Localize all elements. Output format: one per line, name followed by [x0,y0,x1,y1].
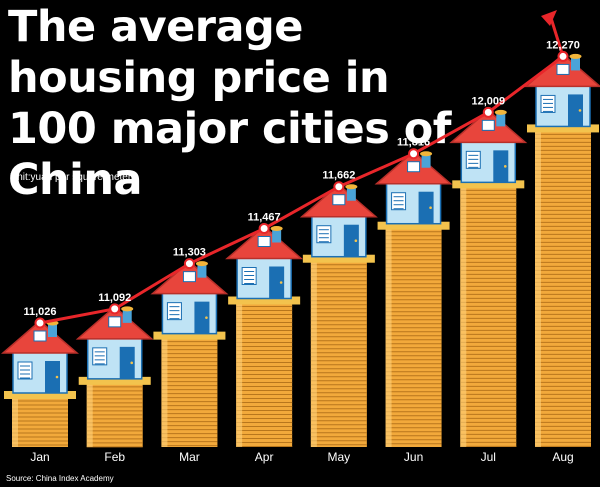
data-label-jul: 12,009 [471,95,505,107]
bar-may [299,183,378,447]
house-icon [299,183,378,263]
unit-note: Unit:yuan per square meter [10,172,132,183]
arrow-icon [541,10,557,26]
house-icon [374,150,453,230]
x-tick-label-aug: Aug [552,450,573,464]
data-label-may: 11,662 [322,170,355,182]
chart-title: The average housing price in 100 major c… [8,2,452,205]
data-label-apr: 11,467 [248,212,281,224]
house-icon [449,109,528,189]
x-tick-label-jan: Jan [30,450,49,464]
data-point-mar [183,258,195,270]
bar-jul [449,109,528,447]
bar-apr [225,225,304,447]
data-label-aug: 12,270 [546,39,580,51]
data-point-aug [557,50,569,62]
trend-line [39,55,564,325]
coin-stack [86,378,143,447]
house-icon [523,53,600,133]
data-label-feb: 11,092 [98,292,131,304]
x-tick-label-mar: Mar [179,450,200,464]
bar-jun [374,150,453,447]
coin-stack [310,256,367,447]
house-icon [0,320,80,399]
x-tick-label-may: May [328,450,351,464]
x-tick-label-jun: Jun [404,450,423,464]
data-label-mar: 11,303 [173,247,206,259]
x-tick-label-apr: Apr [255,450,274,464]
house-icon [225,225,304,305]
bar-feb [75,305,154,448]
x-tick-label-feb: Feb [104,450,125,464]
coin-stack [236,298,293,447]
source-note: Source: China Index Academy [6,474,114,483]
trend-extension [549,17,565,57]
house-icon [150,260,229,340]
bar-mar [150,260,229,447]
x-tick-label-jul: Jul [481,450,496,464]
bar-jan [0,320,80,447]
data-point-jun [408,148,420,160]
data-point-apr [258,223,270,234]
data-point-jul [482,106,494,118]
coin-stack [12,393,68,447]
house-icon [75,305,154,385]
data-label-jun: 11,816 [397,137,430,149]
bar-aug [523,53,600,447]
data-point-jan [34,317,46,329]
coin-stack [161,333,218,447]
data-point-may [333,181,345,193]
data-label-jan: 11,026 [23,306,56,318]
data-point-feb [109,303,121,315]
